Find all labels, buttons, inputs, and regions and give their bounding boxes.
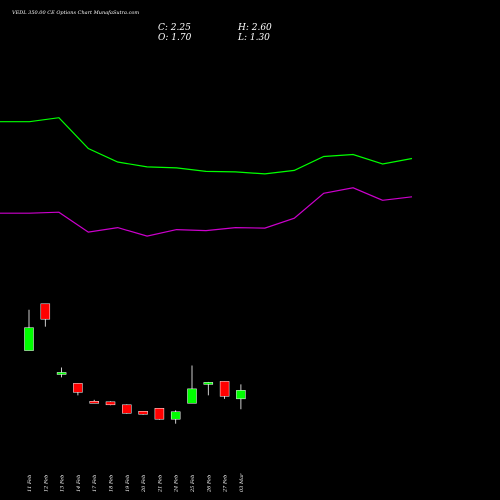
candle-body [40,303,51,320]
candle-body [56,372,67,375]
candle-body [170,411,181,420]
candle-body [236,390,246,400]
date-tick-label: 20 Feb [141,475,147,493]
date-tick-label: 12 Feb [43,475,49,492]
upper-band-line [0,117,413,175]
date-tick-label: 19 Feb [125,475,131,492]
candle-body [219,381,230,397]
candle-body [187,388,197,404]
low-value: L: 1.30 [238,33,270,43]
high-value: H: 2.60 [238,23,272,33]
open-value: O: 1.70 [158,33,192,43]
lower-band-line [0,187,413,237]
date-tick-label: 27 Feb [223,475,229,493]
candle-body [122,404,132,414]
candle-body [203,382,214,385]
candle-body [105,401,116,406]
date-tick-label: 17 Feb [92,475,98,492]
date-tick-label: 14 Feb [76,475,82,492]
close-value: C: 2.25 [158,23,191,33]
chart-title: VEDL 350.00 CE Options Chart MunafaSutra… [12,10,140,16]
date-tick-label: 11 Feb [27,475,33,492]
date-tick-label: 03 Mar [239,473,245,492]
date-tick-label: 13 Feb [60,475,66,492]
candle-body [154,408,165,420]
date-tick-label: 24 Feb [174,475,180,493]
date-tick-label: 25 Feb [190,475,196,493]
candle-body [73,383,83,393]
date-tick-label: 21 Feb [157,475,163,493]
candle-body [24,327,34,351]
date-tick-label: 26 Feb [206,475,212,493]
date-tick-label: 18 Feb [109,475,115,492]
candle-body [138,411,148,415]
candle-body [89,401,99,404]
